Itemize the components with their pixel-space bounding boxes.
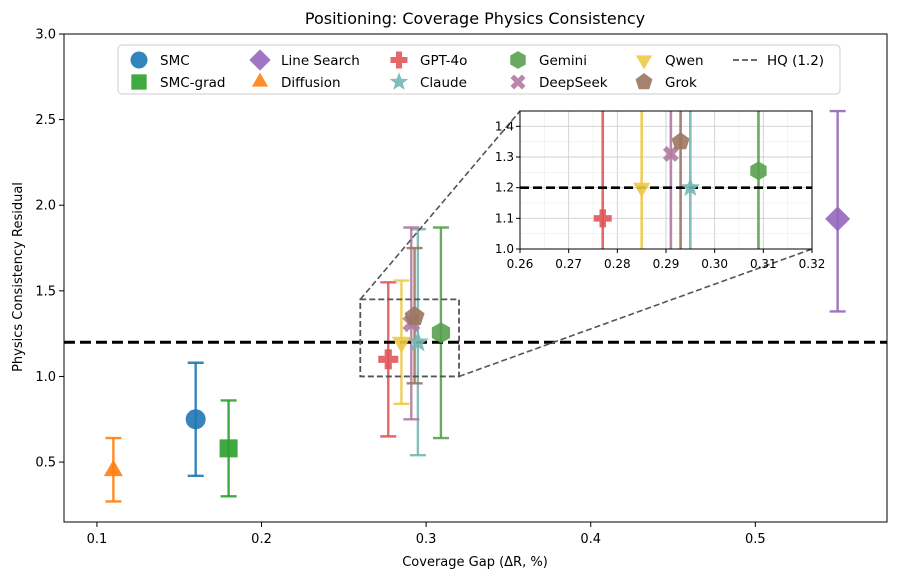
inset-point-claude xyxy=(680,177,701,197)
legend-label: Grok xyxy=(665,75,697,91)
legend-marker xyxy=(510,74,526,90)
point-gemini xyxy=(431,322,451,344)
y-tick-label: 2.0 xyxy=(35,199,56,214)
legend-label: SMC-grad xyxy=(160,75,225,91)
inset-point-gpt-4o xyxy=(593,209,612,228)
inset-y-tick-label: 1.1 xyxy=(495,211,514,225)
inset-point-gemini xyxy=(750,161,767,181)
inset-point-deepseek xyxy=(662,145,679,162)
legend-marker xyxy=(635,73,653,90)
x-tick-label: 0.2 xyxy=(251,532,272,547)
legend-entry-gemini: Gemini xyxy=(510,51,587,69)
inset-x-tick-label: 0.29 xyxy=(653,257,680,271)
legend-marker xyxy=(389,72,409,90)
inset-x-tick-label: 0.32 xyxy=(799,257,826,271)
inset-x-tick-label: 0.27 xyxy=(555,257,582,271)
legend-label: Diffusion xyxy=(281,75,341,91)
legend-entry-diffusion: Diffusion xyxy=(251,72,341,91)
legend-marker xyxy=(251,72,269,87)
inset-y-tick-label: 1.0 xyxy=(495,242,514,256)
x-axis-label: Coverage Gap (ΔR, %) xyxy=(402,555,548,570)
legend-label: GPT-4o xyxy=(420,53,467,69)
inset-x-tick-label: 0.30 xyxy=(701,257,728,271)
legend-entry-smc-grad: SMC-grad xyxy=(131,74,225,91)
y-tick-label: 0.5 xyxy=(35,456,56,471)
inset-x-tick-label: 0.31 xyxy=(750,257,777,271)
inset-y-tick-label: 1.3 xyxy=(495,150,514,164)
legend-label: HQ (1.2) xyxy=(767,53,824,69)
point-gpt-4o xyxy=(378,349,399,370)
x-tick-label: 0.5 xyxy=(745,532,766,547)
legend-entry-deepseek: DeepSeek xyxy=(510,74,608,91)
x-tick-label: 0.3 xyxy=(416,532,437,547)
legend-marker xyxy=(635,55,653,70)
zoom-region-box xyxy=(359,298,460,378)
y-tick-label: 1.5 xyxy=(35,284,56,299)
legend-label: Line Search xyxy=(281,53,360,69)
legend-marker xyxy=(390,51,408,69)
legend-entry-hq-1-2: HQ (1.2) xyxy=(733,53,824,69)
legend-marker xyxy=(130,51,148,69)
legend-entry-grok: Grok xyxy=(635,73,697,91)
inset-point-qwen xyxy=(633,182,651,198)
point-diffusion xyxy=(103,459,123,477)
point-claude xyxy=(406,330,429,352)
inset-x-tick-label: 0.26 xyxy=(507,257,534,271)
inset-x-tick-label: 0.28 xyxy=(604,257,631,271)
legend-label: Qwen xyxy=(665,53,704,69)
legend-entry-smc: SMC xyxy=(130,51,190,69)
legend-label: Claude xyxy=(420,75,467,91)
legend-entry-qwen: Qwen xyxy=(635,53,704,70)
legend-marker xyxy=(510,51,526,69)
point-grok xyxy=(404,306,425,326)
legend-entry-claude: Claude xyxy=(389,72,467,91)
plot-frame xyxy=(63,33,888,523)
chart-title: Positioning: Coverage Physics Consistenc… xyxy=(305,9,645,28)
legend-entry-line-search: Line Search xyxy=(249,49,360,71)
legend: SMC SMC-grad Line Search Diffusion GPT-4o Cla… xyxy=(117,44,841,95)
point-line-search xyxy=(825,206,851,232)
x-tick-label: 0.4 xyxy=(580,532,601,547)
legend-label: Gemini xyxy=(539,53,587,69)
y-tick-label: 3.0 xyxy=(35,28,56,43)
point-smc xyxy=(185,409,206,430)
zoom-connector-top xyxy=(359,110,521,300)
y-tick-label: 2.5 xyxy=(35,113,56,128)
y-axis-label: Physics Consistency Residual xyxy=(11,182,26,372)
x-tick-label: 0.1 xyxy=(87,532,108,547)
point-smc-grad xyxy=(219,439,238,458)
inset-point-grok xyxy=(671,132,690,150)
point-qwen xyxy=(391,336,411,354)
legend-label: SMC xyxy=(160,53,190,69)
y-tick-label: 1.0 xyxy=(35,370,56,385)
inset-y-tick-label: 1.4 xyxy=(495,119,514,133)
legend-entry-gpt-4o: GPT-4o xyxy=(390,51,467,69)
legend-marker xyxy=(249,49,271,71)
legend-box xyxy=(117,44,841,95)
inset-zoom-plot: 0.26 0.27 0.28 0.29 0.30 0.31 0.32 1.0 1.1 1.2 1.3… xyxy=(359,110,826,378)
legend-label: DeepSeek xyxy=(539,75,608,91)
legend-marker xyxy=(131,74,147,90)
inset-y-tick-label: 1.2 xyxy=(495,181,514,195)
main-plot-area: 0.1 0.2 0.3 0.4 0.5 0.5 1.0 1.5 2.0 2.5 3.0 xyxy=(35,28,888,547)
